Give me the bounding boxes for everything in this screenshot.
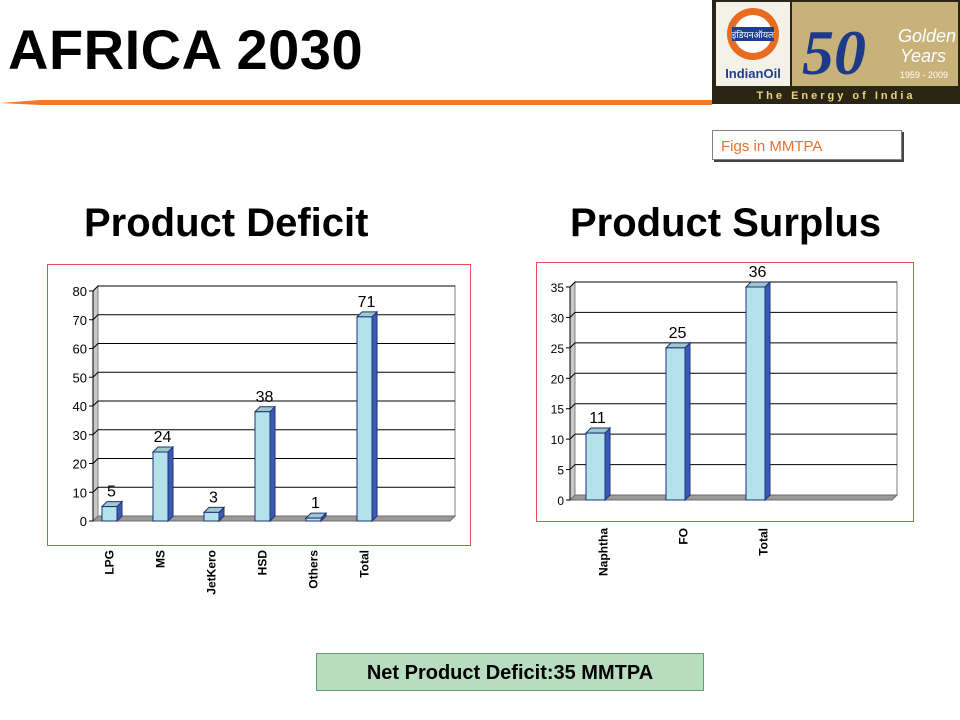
bar-jetkero: [203, 511, 220, 522]
gridline: [92, 371, 455, 378]
bar-total: [356, 316, 373, 522]
logo-brand-name: IndianOil: [725, 66, 781, 81]
gridline: [569, 403, 897, 410]
category-label: Total: [757, 528, 771, 556]
gridline: [92, 343, 455, 349]
bar-hsd: [254, 411, 271, 522]
y-tick-label: 70: [73, 313, 87, 328]
gridline: [569, 372, 897, 379]
bar-side: [764, 280, 771, 502]
chart-plot-area: [574, 281, 898, 496]
surplus-chart-frame: [536, 262, 914, 522]
category-label: Total: [358, 550, 372, 578]
y-tick-label: 40: [73, 399, 87, 414]
title-underline-bar: [0, 100, 712, 105]
surplus-chart-title: Product Surplus: [570, 201, 882, 245]
logo-tagline: The Energy of India: [756, 90, 915, 102]
y-tick-label: 30: [73, 428, 87, 443]
deficit-chart-frame: [47, 264, 471, 546]
net-deficit-box: Net Product Deficit:35 MMTPA: [316, 653, 704, 691]
gridline: [569, 433, 897, 440]
y-tick-label: 0: [557, 494, 564, 508]
y-tick-label: 60: [73, 342, 87, 357]
units-note-text: Figs in MMTPA: [721, 138, 823, 155]
logo-gold-panel: [792, 2, 958, 86]
gridline: [92, 429, 455, 436]
y-tick-label: 0: [80, 514, 87, 529]
logo-year-range: 1959 - 2009: [900, 70, 948, 80]
gridline: [569, 342, 897, 349]
data-label: 1: [311, 495, 320, 512]
gridline: [92, 285, 455, 292]
logo-golden: Golden: [898, 26, 956, 46]
y-tick-label: 15: [551, 403, 565, 417]
category-label: LPG: [103, 550, 117, 575]
gridline: [569, 281, 897, 288]
units-note: Figs in MMTPA: [712, 130, 902, 160]
y-tick-label: 35: [551, 281, 565, 295]
data-label: 11: [589, 410, 606, 427]
y-tick-label: 80: [73, 284, 87, 299]
data-label: 71: [358, 294, 376, 311]
bar-top: [584, 427, 612, 434]
gridline: [569, 311, 897, 318]
category-label: JetKero: [205, 550, 219, 595]
data-label: 38: [256, 389, 274, 406]
bar-ms: [152, 451, 169, 522]
data-label: 24: [154, 429, 172, 446]
category-label: MS: [154, 550, 168, 568]
gridline: [92, 458, 455, 464]
logo-years: Years: [900, 46, 946, 66]
title-underline: [0, 100, 712, 105]
gridline: [92, 400, 455, 407]
y-tick-label: 10: [551, 433, 565, 447]
category-label: Others: [307, 550, 321, 589]
data-label: 3: [209, 489, 218, 506]
y-tick-label: 10: [73, 485, 87, 500]
bar-top: [744, 281, 772, 288]
y-tick-label: 20: [551, 372, 565, 386]
y-tick-label: 5: [557, 464, 564, 478]
indianoil-golden-years-logo: इंडियनऑयल IndianOil 50 Golden Years 1959…: [712, 0, 960, 104]
category-label: HSD: [256, 550, 270, 576]
category-label: Naphtha: [597, 528, 611, 576]
bar-others: [305, 517, 322, 522]
gridline: [92, 314, 455, 321]
y-tick-label: 50: [73, 370, 87, 385]
gridline: [92, 486, 455, 493]
y-tick-label: 20: [73, 457, 87, 472]
logo-fifty: 50: [802, 17, 866, 88]
bar-total: [745, 286, 766, 501]
bar-fo: [665, 347, 686, 501]
slide-title: AFRICA 2030: [8, 18, 364, 81]
data-label: 36: [749, 264, 767, 281]
category-label: FO: [677, 528, 691, 545]
data-label: 25: [669, 325, 687, 342]
bar-top: [664, 342, 692, 349]
deficit-chart-title: Product Deficit: [84, 201, 369, 245]
bar-naphtha: [585, 432, 606, 501]
bar-side: [604, 426, 611, 502]
bar-side: [684, 341, 691, 502]
y-tick-label: 30: [551, 311, 565, 325]
net-deficit-text: Net Product Deficit:35 MMTPA: [366, 662, 654, 684]
y-tick-label: 25: [551, 342, 565, 356]
gridline: [569, 464, 897, 470]
logo-brand-hindi: इंडियनऑयल: [732, 29, 775, 41]
data-label: 5: [107, 484, 116, 501]
bar-lpg: [101, 506, 118, 522]
chart-floor: [568, 494, 899, 501]
